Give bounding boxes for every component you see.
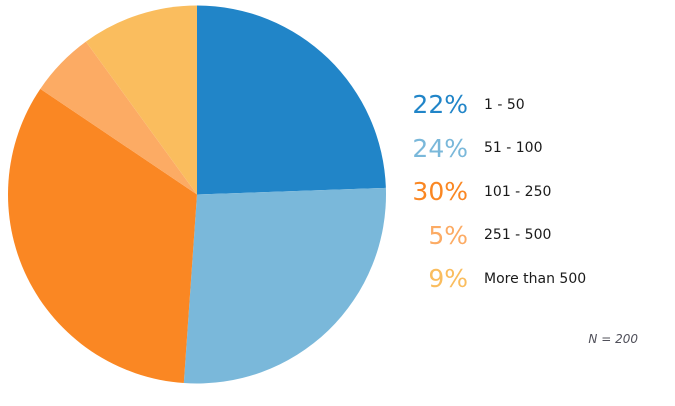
legend-item: 5% 251 - 500 [400, 214, 586, 258]
legend-percent: 22% [412, 90, 468, 120]
legend-percent: 24% [412, 133, 468, 163]
legend: 22% 1 - 50 24% 51 - 100 30% 101 - 250 5% 251 - … [400, 83, 586, 301]
legend-label: 1 - 50 [484, 96, 525, 113]
sample-size-note: N = 200 [588, 332, 638, 346]
pie-slice-51---100 [183, 187, 386, 384]
pie-slice-251---500 [40, 41, 198, 195]
legend-label: 251 - 500 [484, 227, 552, 244]
legend-item: 22% 1 - 50 [400, 83, 586, 127]
pie-slice-101---250 [8, 88, 197, 384]
legend-item: 9% More than 500 [400, 257, 586, 301]
legend-percent: 30% [412, 177, 468, 207]
legend-item: 30% 101 - 250 [400, 170, 586, 214]
pie-slice-1---50 [197, 5, 386, 195]
pie-chart [8, 5, 386, 384]
pie-slice-more-than-500 [85, 5, 197, 195]
legend-label: 51 - 100 [484, 140, 543, 157]
legend-item: 24% 51 - 100 [400, 127, 586, 171]
legend-percent: 5% [428, 220, 468, 250]
legend-label: More than 500 [484, 270, 587, 287]
legend-percent: 9% [428, 264, 468, 294]
legend-label: 101 - 250 [484, 183, 552, 200]
